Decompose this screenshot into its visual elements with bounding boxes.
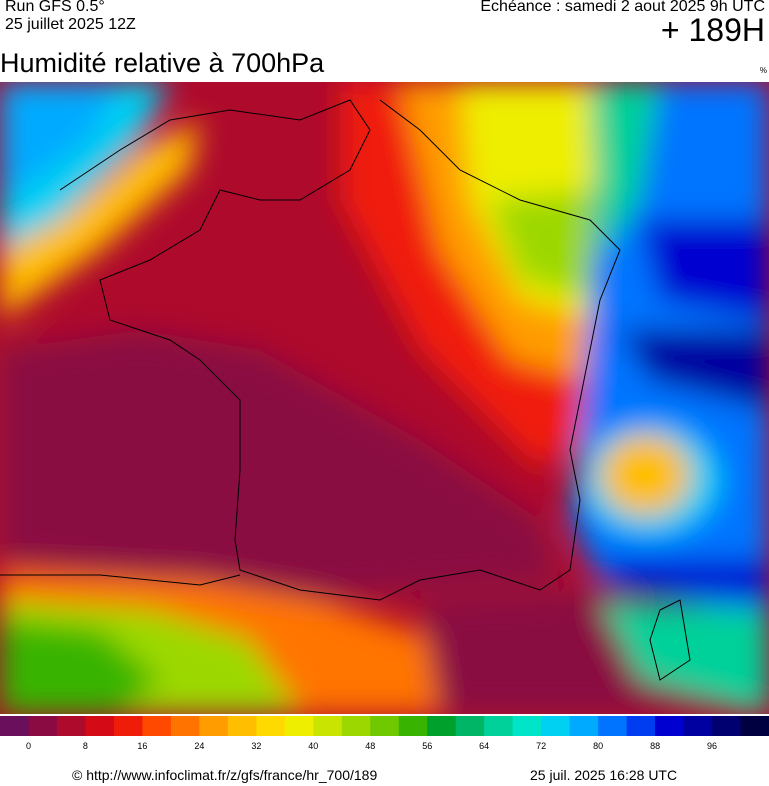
colorbar-cell [113,716,143,736]
colorbar-cell [256,716,286,736]
colorbar-cell [0,716,29,736]
colorbar-cell [85,716,115,736]
lead-time: + 189H [660,12,765,48]
colorbar-tick-label: 24 [194,741,204,751]
colorbar-cell [142,716,172,736]
colorbar-cell [598,716,628,736]
colorbar-tick-label: 40 [308,741,318,751]
colorbar-tick-label: 16 [137,741,147,751]
colorbar-cell [370,716,400,736]
colorbar-cell [655,716,685,736]
colorbar-cell [313,716,343,736]
colorbar-cell [170,716,200,736]
colorbar-tick-label: 88 [650,741,660,751]
colorbar-tick-label: 8 [83,741,88,751]
colorbar-tick-label: 56 [422,741,432,751]
colorbar-cell [427,716,457,736]
colorbar-cell [199,716,229,736]
colorbar-tick-label: 48 [365,741,375,751]
source-url: © http://www.infoclimat.fr/z/gfs/france/… [72,767,378,783]
run-date: 25 juillet 2025 12Z [5,16,136,33]
valid-time: Echéance : samedi 2 aout 2025 9h UTC [480,0,765,15]
colorbar-cell [56,716,86,736]
colorbar-cell [683,716,713,736]
colorbar-cell [28,716,58,736]
colorbar-cell [740,716,769,736]
humidity-field [0,82,769,714]
run-label: Run GFS 0.5° [5,0,105,15]
colorbar-tick-label: 64 [479,741,489,751]
colorbar-cell [569,716,599,736]
colorbar-cell [227,716,257,736]
colorbar-tick-label: 32 [251,741,261,751]
colorbar-tick-label: 0 [26,741,31,751]
colorbar-tick-label: 80 [593,741,603,751]
colorbar-cell [512,716,542,736]
colorbar-cell [712,716,742,736]
colorbar-tick-label: 96 [707,741,717,751]
colorbar-cell [455,716,485,736]
colorbar-cell [284,716,314,736]
colorbar-cell [398,716,428,736]
colorbar-cell [541,716,571,736]
unit: % [759,66,767,75]
colorbar: 0 8 16 24 32 40 48 56 64 72 80 88 96 [0,716,769,751]
generated-time: 25 juil. 2025 16:28 UTC [530,767,678,783]
colorbar-cell [484,716,514,736]
coastlines [0,99,691,681]
colorbar-tick-label: 72 [536,741,546,751]
colorbar-cell [626,716,656,736]
colorbar-cell [341,716,371,736]
map-title: Humidité relative à 700hPa [0,48,325,78]
